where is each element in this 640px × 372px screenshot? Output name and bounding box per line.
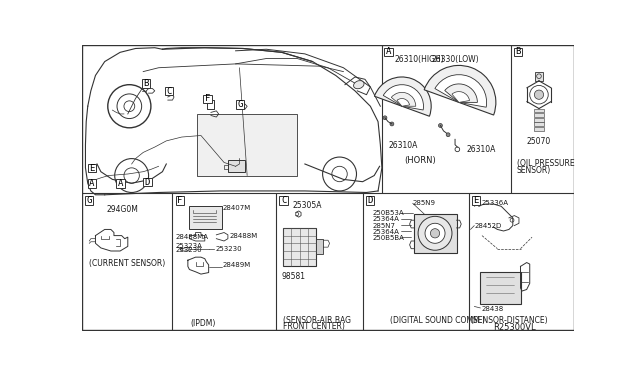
- Text: (SENSOR-DISTANCE): (SENSOR-DISTANCE): [470, 316, 548, 325]
- Bar: [414, 214, 456, 253]
- Bar: [534, 109, 545, 112]
- Bar: [284, 228, 316, 266]
- Text: 25323A: 25323A: [175, 243, 202, 248]
- Text: R25300VL: R25300VL: [493, 323, 536, 332]
- Text: G: G: [237, 100, 243, 109]
- Text: F: F: [177, 196, 182, 205]
- Text: 28488MA: 28488MA: [175, 234, 209, 240]
- Bar: [481, 272, 520, 304]
- Bar: [472, 196, 481, 205]
- Text: 25070: 25070: [527, 137, 551, 146]
- Text: (CURRENT SENSOR): (CURRENT SENSOR): [90, 259, 166, 268]
- Wedge shape: [435, 75, 486, 107]
- Text: 26310A: 26310A: [467, 145, 496, 154]
- Text: (IPDM): (IPDM): [191, 319, 216, 328]
- Text: C: C: [281, 196, 287, 205]
- Text: 26330(LOW): 26330(LOW): [432, 55, 479, 64]
- Circle shape: [510, 218, 514, 222]
- Text: 98581: 98581: [282, 272, 305, 281]
- Bar: [534, 127, 545, 131]
- Text: 25364A: 25364A: [372, 229, 399, 235]
- Text: (OIL PRESSURE: (OIL PRESSURE: [516, 158, 574, 168]
- Bar: [141, 79, 150, 88]
- Text: (HORN): (HORN): [404, 156, 436, 165]
- Text: B: B: [515, 48, 520, 57]
- Bar: [365, 196, 374, 205]
- Bar: [236, 100, 244, 109]
- Bar: [534, 118, 545, 122]
- Text: 28407M: 28407M: [223, 205, 251, 211]
- Text: 28489M: 28489M: [223, 262, 251, 268]
- Text: A: A: [118, 179, 123, 188]
- Wedge shape: [397, 99, 410, 106]
- Circle shape: [431, 229, 440, 238]
- Circle shape: [534, 90, 543, 99]
- Text: F: F: [205, 94, 210, 103]
- Text: D: D: [145, 177, 150, 187]
- Wedge shape: [391, 92, 416, 106]
- Bar: [534, 113, 545, 117]
- Text: 250B5BA: 250B5BA: [372, 235, 404, 241]
- Text: E: E: [90, 164, 95, 173]
- Text: A: A: [90, 179, 95, 188]
- Bar: [316, 239, 323, 254]
- Circle shape: [438, 124, 442, 128]
- Text: G: G: [86, 196, 92, 205]
- Circle shape: [455, 147, 460, 152]
- Text: 28438: 28438: [482, 307, 504, 312]
- Text: 26310(HIGH): 26310(HIGH): [394, 55, 444, 64]
- Bar: [116, 179, 125, 188]
- Text: 253230: 253230: [216, 246, 242, 252]
- Ellipse shape: [353, 81, 364, 89]
- Bar: [228, 160, 245, 173]
- Text: 26310A: 26310A: [388, 141, 417, 150]
- Bar: [384, 48, 393, 56]
- Bar: [189, 206, 221, 230]
- Text: 28452D: 28452D: [474, 223, 502, 229]
- Text: (DIGITAL SOUND COMM.): (DIGITAL SOUND COMM.): [390, 316, 484, 325]
- Wedge shape: [445, 84, 477, 102]
- Text: 253230: 253230: [175, 247, 202, 253]
- Text: A: A: [386, 48, 391, 57]
- Text: FRONT CENTER): FRONT CENTER): [284, 322, 345, 331]
- Text: 250B53A: 250B53A: [372, 210, 404, 216]
- Text: 294G0M: 294G0M: [106, 205, 138, 214]
- Text: (SENSOR-AIR BAG: (SENSOR-AIR BAG: [284, 316, 351, 325]
- Text: 25364A: 25364A: [372, 217, 399, 222]
- Text: D: D: [367, 196, 372, 205]
- Bar: [88, 179, 96, 188]
- Bar: [513, 48, 522, 56]
- Text: 25336A: 25336A: [482, 200, 509, 206]
- Text: C: C: [166, 87, 172, 96]
- Bar: [204, 95, 212, 103]
- Text: E: E: [474, 196, 479, 205]
- Text: 28488M: 28488M: [230, 233, 258, 239]
- Wedge shape: [374, 77, 431, 116]
- Bar: [88, 164, 96, 173]
- Circle shape: [296, 212, 299, 216]
- Text: SENSOR): SENSOR): [516, 166, 551, 175]
- Text: 285N9: 285N9: [413, 200, 436, 206]
- Bar: [280, 196, 288, 205]
- Circle shape: [390, 122, 394, 126]
- Wedge shape: [452, 92, 470, 102]
- Wedge shape: [424, 65, 496, 115]
- Bar: [535, 71, 543, 81]
- Bar: [84, 196, 93, 205]
- Bar: [175, 196, 184, 205]
- Circle shape: [383, 116, 387, 120]
- Bar: [197, 114, 297, 176]
- Wedge shape: [383, 85, 424, 110]
- Circle shape: [446, 133, 450, 137]
- Bar: [534, 122, 545, 126]
- Text: B: B: [143, 79, 148, 88]
- Circle shape: [425, 223, 445, 243]
- Text: 285N7: 285N7: [372, 222, 396, 228]
- Bar: [143, 178, 152, 186]
- Bar: [164, 87, 173, 96]
- Text: 25305A: 25305A: [292, 201, 322, 210]
- Circle shape: [418, 217, 452, 250]
